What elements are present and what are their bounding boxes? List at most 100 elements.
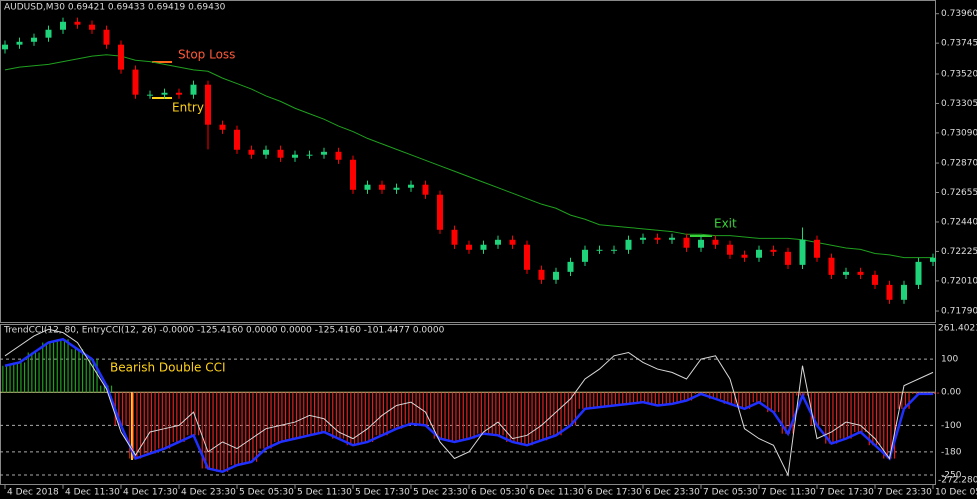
- candle-body: [495, 239, 501, 245]
- candle-body: [2, 44, 8, 50]
- candle-body: [828, 257, 835, 275]
- candle-body: [669, 237, 675, 240]
- candle-body: [640, 237, 646, 240]
- price-title: AUDUSD,M30 0.69421 0.69433 0.69419 0.694…: [4, 3, 226, 13]
- candle-body: [364, 184, 371, 190]
- y-tick-label: 0.73745: [941, 39, 977, 49]
- y-tick-label: 0.72655: [941, 188, 977, 198]
- x-tick-label: 4 Dec 23:30: [181, 488, 236, 498]
- candle-body: [190, 84, 197, 95]
- candle-body: [553, 271, 559, 280]
- candle-body: [422, 184, 429, 195]
- cci-frame: [0, 324, 936, 485]
- candle-body: [799, 239, 806, 265]
- candle-body: [567, 261, 574, 272]
- candle-body: [466, 244, 472, 250]
- candle-body: [611, 249, 617, 251]
- candle-body: [205, 84, 211, 125]
- candle-body: [625, 239, 632, 250]
- x-tick-label: 5 Dec 05:30: [239, 488, 294, 498]
- x-tick-label: 6 Dec 11:30: [529, 488, 584, 498]
- candle-body: [814, 239, 820, 258]
- y-tick-label: 0.00: [941, 388, 961, 398]
- candle-body: [16, 41, 23, 45]
- y-tick-label: 0.73305: [941, 99, 977, 109]
- price-frame: [0, 0, 936, 323]
- candle-body: [379, 184, 385, 190]
- cci-max-label: 261.4021: [938, 324, 977, 334]
- candle-body: [103, 29, 110, 45]
- candle-body: [727, 244, 733, 255]
- y-tick-label: 0.71790: [941, 307, 977, 317]
- x-tick-label: 7 Dec 23:30: [877, 488, 932, 498]
- candle-body: [901, 284, 907, 300]
- moving-average: [4, 54, 933, 259]
- y-tick-label: 0.72010: [941, 276, 977, 286]
- cci-min-label: -272.2807: [938, 476, 977, 486]
- y-tick-label: 100: [941, 355, 958, 365]
- candle-body: [161, 92, 168, 95]
- candle-body: [756, 249, 762, 258]
- x-tick-label: 5 Dec 23:30: [413, 488, 468, 498]
- candle-body: [132, 69, 139, 95]
- candle-body: [843, 271, 849, 275]
- candle-body: [350, 159, 356, 190]
- entry-cci-line: [4, 328, 934, 477]
- candle-body: [451, 229, 458, 245]
- trend-cci-line: [4, 337, 933, 474]
- candle-body: [335, 151, 342, 160]
- candle-body: [857, 271, 864, 275]
- y-tick-label: -100: [941, 421, 962, 431]
- candle-body: [234, 129, 240, 150]
- x-tick-label: 5 Dec 17:30: [355, 488, 410, 498]
- candle-body: [248, 149, 255, 155]
- x-tick-label: 6 Dec 05:30: [471, 488, 526, 498]
- x-tick-label: 10 Dec 05:30: [935, 488, 977, 498]
- candle-body: [480, 244, 487, 250]
- x-tick-label: 4 Dec 2018: [7, 488, 59, 498]
- candle-body: [176, 92, 182, 95]
- y-tick-label: 0.72225: [941, 247, 977, 257]
- x-tick-label: 6 Dec 23:30: [645, 488, 700, 498]
- y-tick-label: 0.73090: [941, 128, 977, 138]
- x-tick-label: 4 Dec 17:30: [123, 488, 178, 498]
- candle-body: [74, 21, 81, 25]
- y-tick-label: 0.73960: [941, 9, 977, 19]
- cci-title: TrendCCI(12, 80, EntryCCI(12, 26) -0.000…: [3, 326, 445, 336]
- x-tick-label: 5 Dec 11:30: [297, 488, 352, 498]
- candle-body: [147, 94, 153, 96]
- candle-body: [785, 251, 791, 265]
- candle-body: [509, 239, 516, 245]
- y-tick-label: -250: [941, 471, 962, 481]
- candle-body: [393, 187, 400, 190]
- entry-label: Entry: [172, 101, 204, 115]
- candle-body: [930, 257, 936, 262]
- candle-body: [292, 154, 298, 158]
- candle-body: [408, 184, 414, 188]
- stop-loss-label: Stop Loss: [178, 48, 235, 62]
- candle-body: [306, 154, 313, 156]
- candle-body: [31, 37, 37, 42]
- candle-body: [321, 151, 327, 155]
- candle-body: [915, 261, 922, 285]
- y-tick-label: 0.72440: [941, 217, 977, 227]
- candle-body: [60, 21, 66, 30]
- x-tick-label: 7 Dec 11:30: [761, 488, 816, 498]
- candle-body: [437, 194, 443, 230]
- candle-body: [277, 149, 284, 158]
- candle-body: [886, 284, 893, 300]
- cci-annotation: Bearish Double CCI: [110, 361, 226, 375]
- candle-body: [89, 24, 95, 30]
- candle-body: [596, 249, 603, 251]
- exit-label: Exit: [714, 217, 737, 231]
- candle-body: [654, 237, 661, 240]
- candle-body: [45, 29, 52, 38]
- candle-body: [770, 249, 777, 252]
- x-tick-label: 7 Dec 05:30: [703, 488, 758, 498]
- candle-body: [712, 239, 719, 245]
- candle-body: [741, 254, 748, 258]
- candle-body: [219, 124, 226, 130]
- candle-body: [538, 269, 545, 280]
- candle-body: [118, 44, 124, 70]
